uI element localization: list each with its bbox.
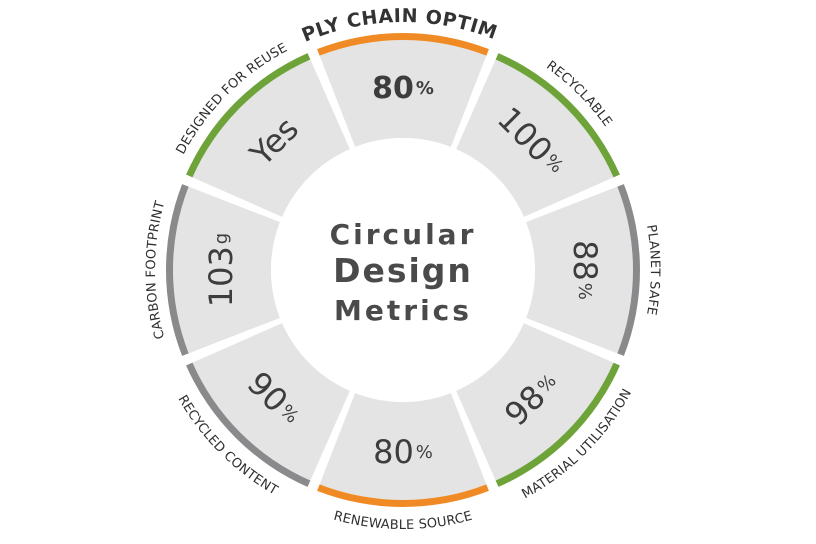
segment-arc-renewable-source bbox=[317, 484, 489, 507]
center-hub bbox=[271, 138, 535, 402]
segment-label-renewable-source: RENEWABLE SOURCE bbox=[332, 509, 474, 533]
segment-label-carbon-footprint: CARBON FOOTPRINT bbox=[144, 199, 168, 340]
segment-arc-planet-safe bbox=[617, 184, 640, 356]
segment-renewable-source bbox=[319, 393, 487, 500]
segment-supply-chain-optimized bbox=[319, 40, 487, 147]
segment-designed-for-reuse bbox=[192, 59, 350, 217]
segment-arc-carbon-footprint bbox=[165, 184, 189, 356]
segment-arc-supply-chain-optimized bbox=[317, 32, 489, 56]
segment-material-utilisation bbox=[456, 323, 614, 481]
segment-planet-safe bbox=[526, 186, 633, 354]
segment-value-renewable-source: 80% bbox=[373, 433, 433, 471]
segment-label-planet-safe: PLANET SAFE bbox=[643, 224, 662, 317]
segment-recyclable bbox=[456, 59, 614, 217]
center-title-line1: Circular bbox=[330, 218, 477, 251]
center-title-line3: Metrics bbox=[334, 294, 472, 327]
segment-value-carbon-footprint: 103g bbox=[202, 233, 240, 308]
center-title-line2: Design bbox=[333, 251, 473, 290]
segment-carbon-footprint bbox=[173, 186, 280, 354]
segment-recycled-content bbox=[192, 323, 350, 481]
segment-value-supply-chain-optimized: 80% bbox=[372, 71, 434, 106]
segment-value-planet-safe: 88% bbox=[566, 240, 604, 300]
